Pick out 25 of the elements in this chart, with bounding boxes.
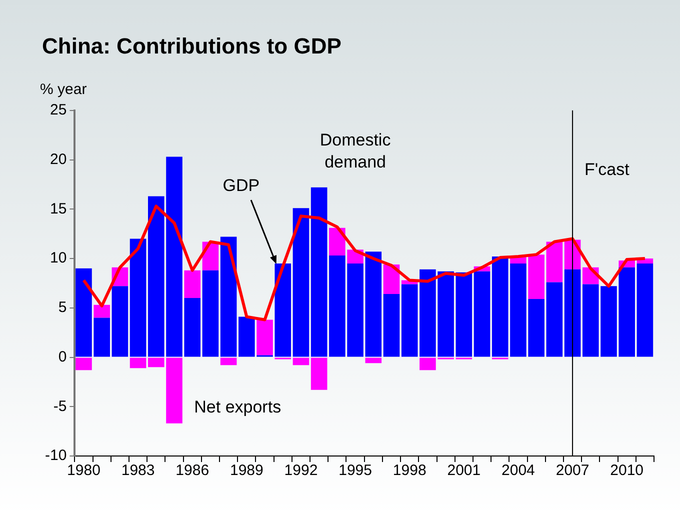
series-label: Net exports	[194, 397, 282, 416]
x-tick-label: 1989	[230, 462, 264, 480]
x-tick-label: 2001	[447, 462, 481, 480]
y-tick-label: 25	[50, 102, 67, 119]
y-tick-label: -10	[44, 447, 67, 464]
x-tick-label: 2010	[610, 462, 644, 480]
x-tick-label: 1992	[284, 462, 318, 480]
y-axis-title: % year	[40, 81, 87, 98]
chart-title: China: Contributions to GDP	[42, 33, 342, 58]
y-tick-label: 10	[50, 250, 67, 267]
series-label: Domestic demand	[320, 130, 392, 172]
y-tick-label: 0	[58, 348, 67, 366]
y-tick-label: 5	[58, 299, 67, 316]
x-tick-label: 1998	[392, 462, 426, 480]
ref-line-label: F'cast	[584, 160, 630, 180]
x-tick-label: 2004	[502, 462, 535, 480]
x-tick-label: 1983	[121, 462, 155, 480]
y-tick-label: 15	[50, 200, 67, 218]
y-tick-label: -5	[53, 398, 67, 415]
x-tick-label: 2007	[556, 462, 590, 480]
x-tick-label: 1995	[338, 462, 372, 480]
text: GDP	[222, 176, 260, 196]
x-tick-label: 1980	[67, 462, 100, 480]
y-tick-label: 20	[50, 150, 67, 168]
x-tick-label: 1986	[176, 462, 210, 480]
